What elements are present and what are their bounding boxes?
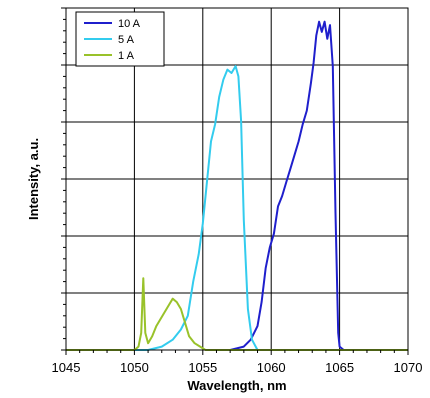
x-tick-label: 1055: [188, 360, 217, 375]
x-tick-label: 1045: [52, 360, 81, 375]
x-tick-label: 1065: [325, 360, 354, 375]
x-tick-label: 1060: [257, 360, 286, 375]
grid-layer: [66, 8, 408, 350]
legend-label-10-a: 10 A: [118, 18, 141, 30]
series-line-5-a: [66, 65, 408, 351]
x-tick-label: 1050: [120, 360, 149, 375]
series-line-1-a: [66, 277, 408, 351]
legend: 10 A 5 A 1 A: [75, 11, 165, 67]
series-layer: [66, 20, 408, 351]
x-axis-title: Wavelength, nm: [187, 378, 286, 393]
y-axis-title: Intensity, a.u.: [26, 138, 41, 220]
tick-layer: 1045 1050 1055 1060 1065 1070: [52, 7, 423, 375]
x-tick-label: 1070: [394, 360, 423, 375]
series-line-10-a: [229, 20, 408, 351]
legend-label-5-a: 5 A: [118, 34, 135, 46]
legend-label-1-a: 1 A: [118, 50, 135, 62]
